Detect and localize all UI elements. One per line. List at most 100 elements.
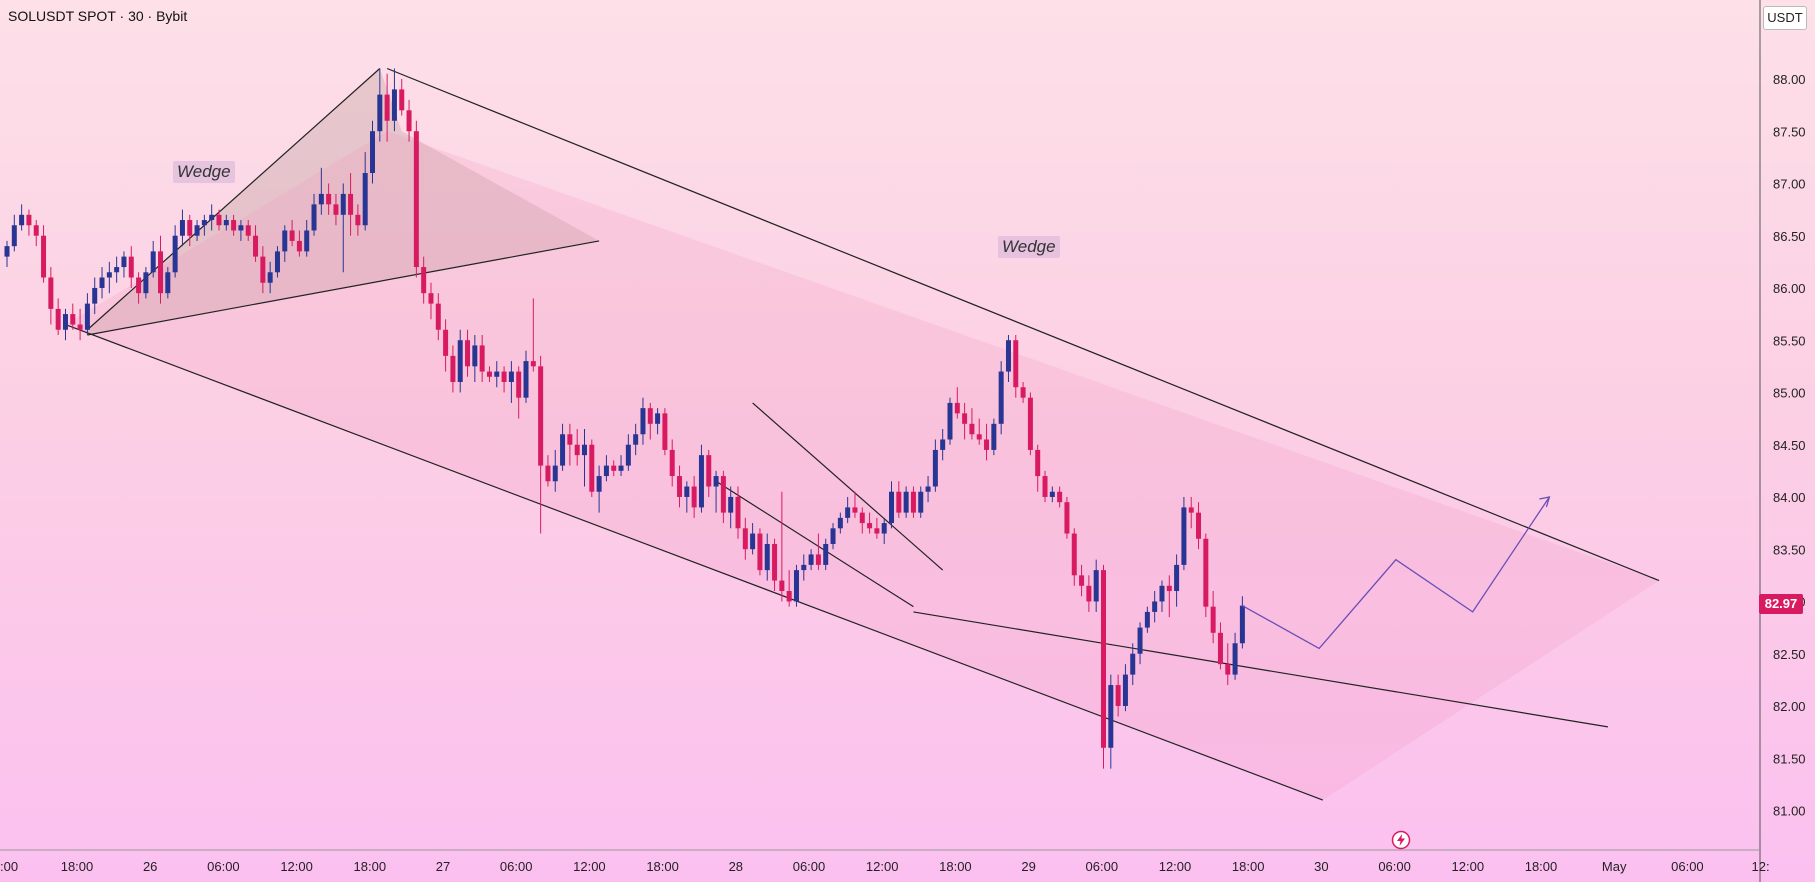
candle-body — [764, 543, 770, 571]
candle-body — [881, 523, 887, 534]
candle — [128, 246, 134, 288]
candle — [640, 397, 646, 445]
candle-body — [516, 371, 522, 398]
candle — [1122, 664, 1128, 712]
candle-body — [11, 225, 17, 247]
candle-body — [19, 214, 25, 226]
candle-body — [216, 214, 222, 226]
candle — [223, 214, 229, 231]
candle — [194, 220, 200, 241]
candle-body — [355, 214, 361, 226]
y-tick-label: 83.50 — [1773, 542, 1806, 557]
candle-body — [128, 256, 134, 278]
candle-body — [289, 230, 295, 241]
candle-body — [377, 94, 383, 132]
candle-body — [538, 366, 544, 466]
candle — [625, 434, 631, 471]
candle — [92, 277, 98, 315]
trendline-inner-lower[interactable] — [715, 480, 914, 608]
candle-body — [158, 251, 164, 294]
candle — [172, 225, 178, 278]
candle — [391, 68, 397, 132]
candle — [516, 366, 522, 419]
candle — [830, 523, 836, 550]
trendline-inner-upper[interactable] — [752, 402, 944, 571]
candle — [633, 423, 639, 456]
candle-body — [274, 251, 280, 273]
candle-body — [238, 225, 244, 231]
lightning-icon[interactable] — [1391, 830, 1411, 850]
candle — [530, 298, 536, 372]
candles — [4, 68, 1245, 769]
y-tick-label: 84.50 — [1773, 438, 1806, 453]
candle — [231, 214, 237, 236]
candle-body — [99, 277, 105, 288]
candle — [962, 402, 968, 440]
x-tick-label: 12:00 — [1452, 859, 1485, 874]
candle — [253, 225, 259, 262]
candle-body — [1166, 585, 1172, 592]
candle — [1159, 580, 1165, 612]
candle-body — [340, 193, 346, 215]
last-price-badge: 82.97 — [1759, 594, 1803, 614]
candle — [757, 528, 763, 576]
candle-body — [1013, 340, 1019, 388]
candle-body — [815, 554, 821, 565]
candle-body — [1159, 585, 1165, 602]
projection-path[interactable] — [1242, 496, 1550, 650]
trendline-small-wedge-lower[interactable] — [87, 240, 600, 336]
candle-body — [41, 235, 47, 278]
y-tick-label: 84.00 — [1773, 490, 1806, 505]
candle-body — [450, 355, 456, 383]
candle-body — [245, 225, 251, 236]
candle — [596, 465, 602, 513]
candle — [837, 512, 843, 534]
chart-title: SOLUSDT SPOT · 30 · Bybit — [8, 8, 188, 24]
candle-body — [786, 591, 792, 602]
candle — [655, 408, 661, 435]
candle — [1064, 496, 1070, 539]
candle-body — [172, 235, 178, 273]
y-tick-label: 88.00 — [1773, 72, 1806, 87]
candle — [421, 256, 427, 304]
candle — [494, 361, 500, 388]
trendline-support[interactable] — [913, 611, 1608, 728]
candle — [618, 455, 624, 477]
candle — [165, 267, 171, 299]
candle — [589, 439, 595, 497]
candle-body — [1064, 502, 1070, 534]
candle-body — [581, 444, 587, 456]
candle-body — [552, 465, 558, 482]
x-tick-label: 18:00 — [1232, 859, 1265, 874]
candle-body — [677, 476, 683, 497]
candle — [348, 173, 354, 236]
candle-body — [114, 267, 120, 273]
candle — [143, 267, 149, 299]
candle — [465, 329, 471, 377]
trendline-big-wedge-upper[interactable] — [386, 67, 1660, 582]
candle-body — [720, 476, 726, 513]
candle-body — [633, 434, 639, 445]
candle — [1108, 674, 1114, 769]
y-tick-label: 87.00 — [1773, 177, 1806, 192]
candle-body — [1203, 538, 1209, 607]
candle-body — [706, 455, 712, 487]
candle — [1174, 554, 1180, 607]
candle — [209, 204, 215, 231]
candle-body — [1027, 397, 1033, 450]
candle — [216, 209, 222, 231]
candle-body — [55, 308, 61, 330]
candle — [99, 267, 105, 299]
candle-body — [947, 402, 953, 440]
candle-body — [187, 220, 193, 236]
candle — [413, 120, 419, 278]
candle-body — [998, 371, 1004, 424]
projection-arrow-head — [1539, 496, 1551, 508]
candle-body — [413, 131, 419, 268]
currency-button[interactable]: USDT — [1763, 6, 1807, 30]
candle-body — [465, 340, 471, 367]
x-tick-label: 06:00 — [500, 859, 533, 874]
candle — [581, 429, 587, 487]
candle — [1152, 591, 1158, 623]
